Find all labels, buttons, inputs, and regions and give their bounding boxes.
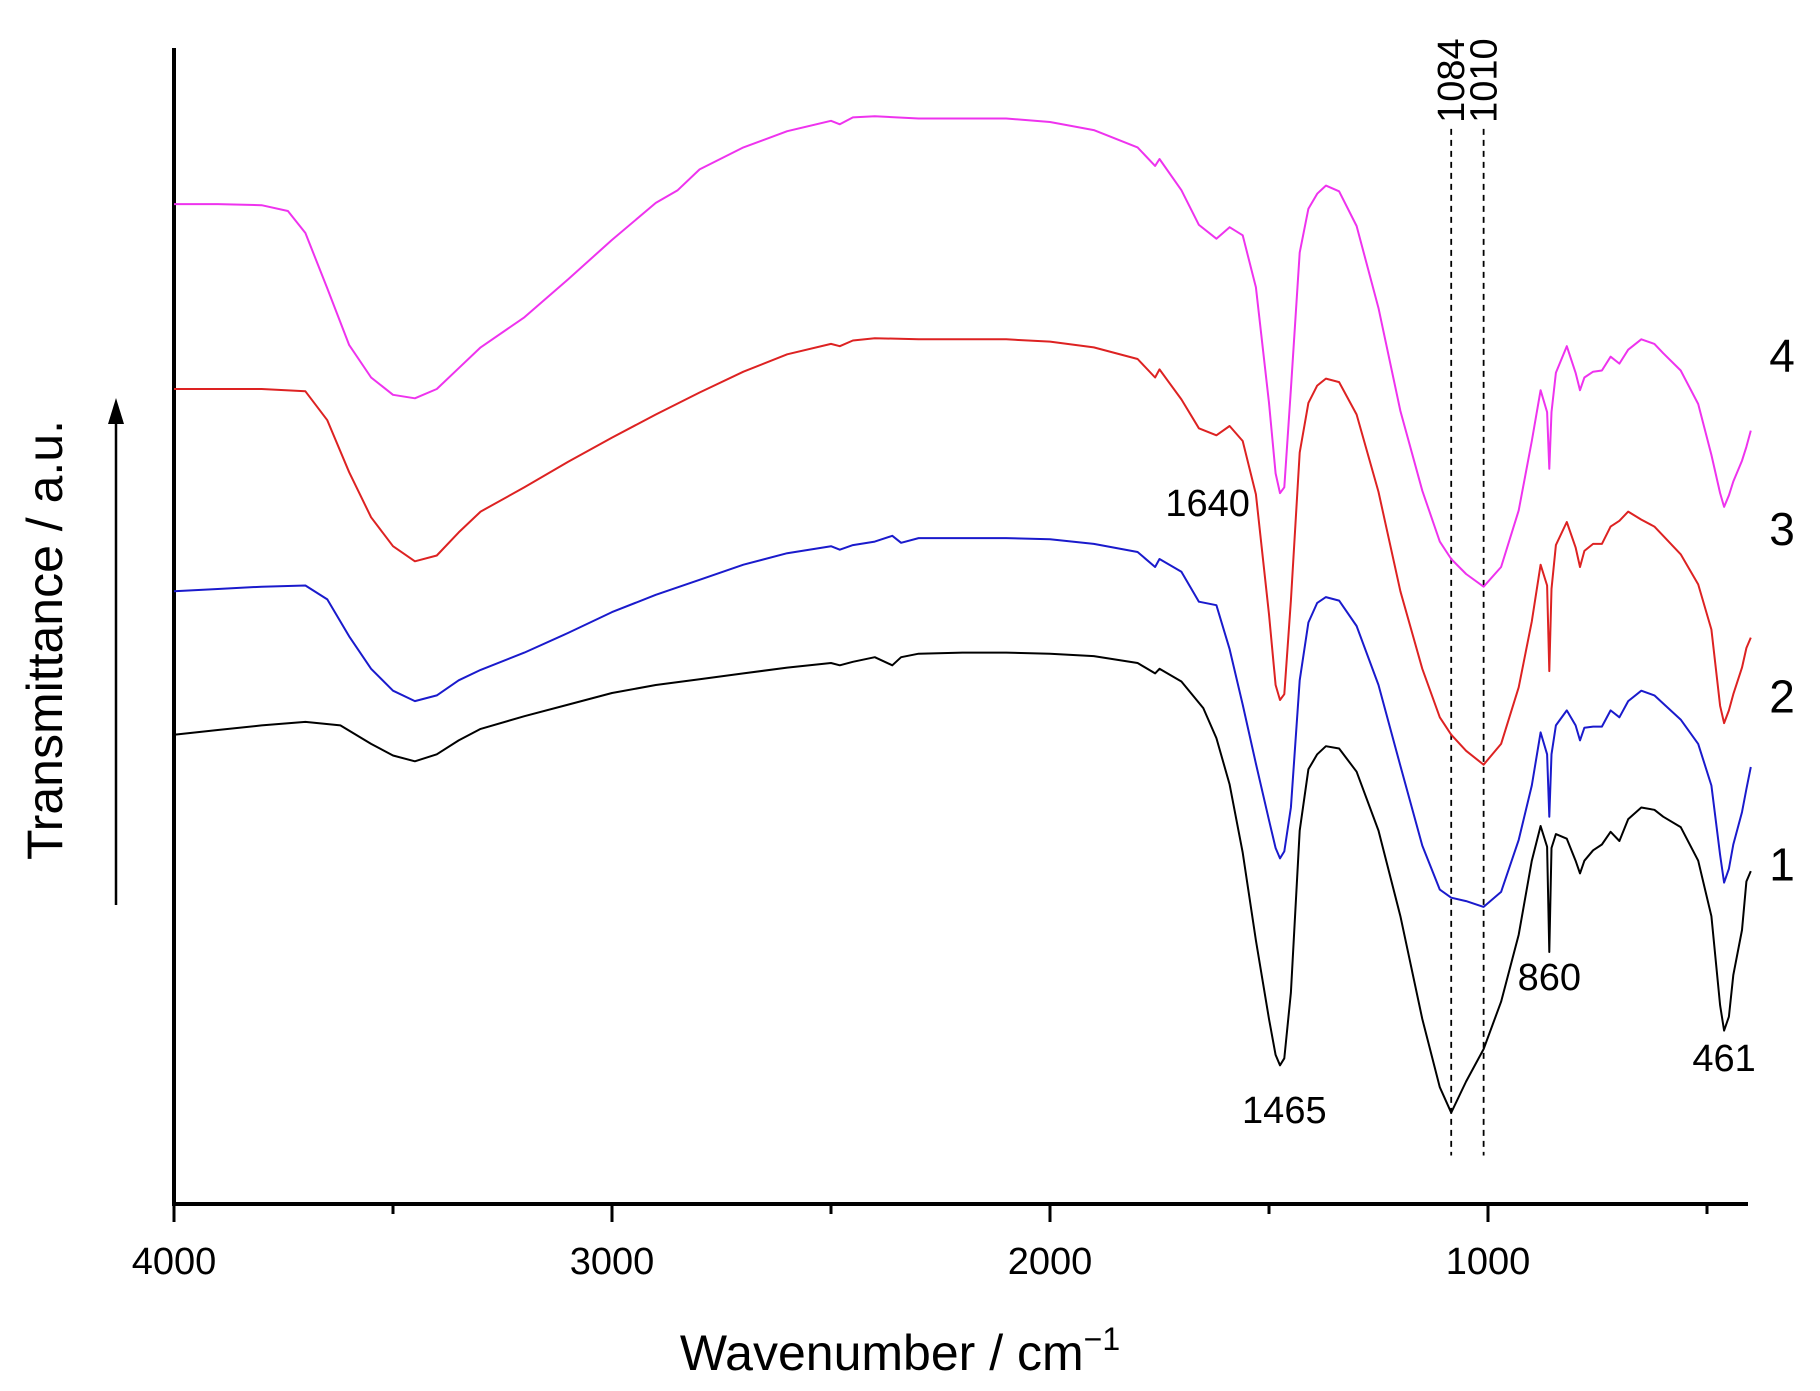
x-ticks: 4000 3000 2000 1000: [132, 1204, 1709, 1283]
series-label-2: 2: [1769, 671, 1795, 723]
x-axis-label-sup: −1: [1084, 1321, 1120, 1357]
x-tick-label: 2000: [1008, 1241, 1093, 1283]
series-label-1: 1: [1769, 838, 1795, 890]
vline-label-1010: 1010: [1464, 38, 1506, 123]
x-axis-label-text: Wavenumber / cm: [680, 1325, 1084, 1381]
series-line-1: [173, 651, 1752, 1114]
vline-label-1084: 1084: [1431, 38, 1473, 123]
x-tick-label: 4000: [132, 1241, 217, 1283]
series-group: [173, 115, 1752, 1114]
y-axis-label: Transmittance / a.u.: [17, 420, 73, 860]
series-line-4: [174, 115, 1752, 588]
x-axis-label: Wavenumber / cm−1: [680, 1321, 1120, 1381]
series-labels: 1 2 3 4: [1769, 330, 1795, 891]
annotation-1640: 1640: [1165, 483, 1250, 525]
x-tick-label: 1000: [1446, 1241, 1531, 1283]
y-arrow-head: [108, 398, 124, 424]
series-label-4: 4: [1769, 330, 1795, 382]
annotation-461: 461: [1692, 1038, 1755, 1080]
x-tick-label: 3000: [570, 1241, 655, 1283]
annotations: 1640 1465 860 461: [1165, 483, 1755, 1132]
series-line-2: [173, 534, 1752, 908]
annotation-1465: 1465: [1242, 1090, 1327, 1132]
annotation-860: 860: [1518, 957, 1581, 999]
series-line-3: [174, 337, 1752, 766]
series-label-3: 3: [1769, 503, 1795, 555]
